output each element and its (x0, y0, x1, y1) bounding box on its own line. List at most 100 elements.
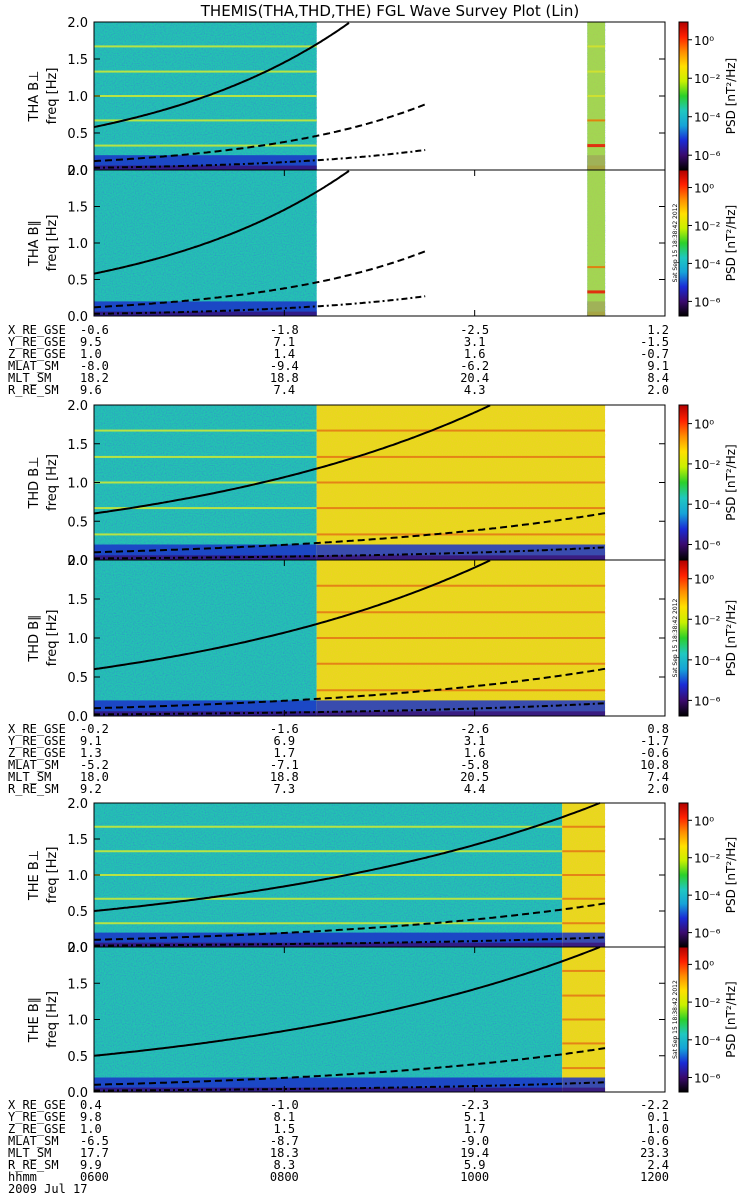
model-frequency-curve-dashdot (93, 546, 606, 560)
ephemeris-row-label: Y_RE_GSE (8, 1110, 66, 1124)
model-frequency-curve-dashdot (93, 936, 606, 947)
harmonic-line (94, 922, 563, 925)
harmonic-line (587, 266, 606, 269)
ephemeris-value: 9.9 (80, 1158, 102, 1172)
ephemeris-value: -1.0 (270, 1098, 299, 1112)
colorbar-label: PSD [nT²/Hz] (724, 981, 738, 1057)
lowfreq-band-dark (94, 555, 317, 560)
colorbar-tick-label: 10⁻² (694, 996, 721, 1010)
harmonic-line (587, 290, 606, 294)
ephemeris-value: 6.9 (273, 734, 295, 748)
ephemeris-row-label: R_RE_SM (8, 383, 59, 397)
harmonic-line (316, 507, 606, 510)
ephemeris-value: 1.2 (647, 323, 669, 337)
y-tick-label: 0.5 (67, 274, 88, 289)
ephemeris-value: -2.3 (460, 1098, 489, 1112)
model-frequency-curve-dashdot (94, 702, 606, 716)
lowfreq-band-dark (94, 1087, 563, 1092)
colorbar-tick-label: 10⁻⁶ (694, 539, 721, 553)
harmonic-line (94, 144, 317, 147)
y-tick-label: 1.0 (67, 477, 88, 492)
ephemeris-value: -5.2 (80, 758, 109, 772)
ephemeris-value: 9.2 (80, 782, 102, 796)
model-frequency-curve-dashdot (94, 295, 426, 315)
lowfreq-band-dark (316, 555, 606, 560)
ephemeris-value: -7.1 (270, 758, 299, 772)
ephemeris-value: 1.3 (80, 746, 102, 760)
colorbar-label: PSD [nT²/Hz] (724, 205, 738, 281)
harmonic-line (562, 1067, 606, 1070)
y-tick-label: 1.5 (67, 833, 88, 848)
ephemeris-value: -0.6 (640, 1134, 669, 1148)
ephemeris-value: -2.6 (460, 722, 489, 736)
ephemeris-value: 18.8 (270, 371, 299, 385)
ephemeris-value: 4.3 (464, 383, 486, 397)
ephemeris-value: 7.4 (647, 770, 669, 784)
model-frequency-curve-dashed (94, 250, 426, 309)
colorbar-tick-label: 10⁰ (694, 958, 714, 972)
ephemeris-value: -1.6 (270, 722, 299, 736)
model-frequency-curve-dashed (93, 1047, 606, 1086)
ephemeris-value: 18.2 (80, 371, 109, 385)
ephemeris-row-label: R_RE_SM (8, 782, 59, 796)
ephemeris-value: 7.1 (273, 335, 295, 349)
ephemeris-value: 9.8 (80, 1110, 102, 1124)
colorbar-tick-label: 10⁻⁶ (694, 927, 721, 941)
lowfreq-band-dark (562, 942, 606, 947)
ephemeris-value: 20.5 (460, 770, 489, 784)
colorbar-tick-label: 10⁰ (694, 814, 714, 828)
harmonic-line (587, 144, 606, 148)
ephemeris-value: 1.0 (80, 1122, 102, 1136)
colorbar-tick-label: 10⁻⁴ (694, 257, 721, 271)
colorbar (678, 404, 689, 561)
colorbar (678, 21, 689, 171)
colorbar-label: PSD [nT²/Hz] (724, 444, 738, 520)
harmonic-line (94, 429, 317, 432)
model-frequency-curve-solid (93, 404, 491, 515)
time-axis-date: 2009 Jul 17 (8, 1182, 87, 1196)
ephemeris-row-label: MLAT_SM (8, 758, 59, 772)
y-tick-label: 1.5 (67, 201, 88, 216)
colorbar-label: PSD [nT²/Hz] (724, 58, 738, 134)
lowfreq-band-dark (94, 942, 563, 947)
y-tick-label: 0.5 (67, 127, 88, 142)
ephemeris-value: 5.1 (464, 1110, 486, 1124)
harmonic-line (562, 1018, 606, 1021)
ephemeris-value: 10.8 (640, 758, 669, 772)
ephemeris-row-label: MLT_SM (8, 770, 51, 784)
harmonic-line (562, 994, 606, 997)
ephemeris-row-label: R_RE_SM (8, 1158, 59, 1172)
y-tick-label: 0.5 (67, 1050, 88, 1065)
harmonic-line (562, 1042, 606, 1045)
harmonic-line (94, 850, 563, 853)
colorbar-tick-label: 10⁻² (694, 72, 721, 86)
colorbar-tick-label: 10⁰ (694, 573, 714, 587)
spectrogram-stripe (587, 170, 606, 316)
y-tick-label: 1.5 (67, 53, 88, 68)
harmonic-line (94, 481, 317, 484)
panel-ylabel: THD B⊥ (27, 456, 42, 509)
ephemeris-value: 17.7 (80, 1146, 109, 1160)
colorbar-tick-label: 10⁻⁴ (694, 111, 721, 125)
harmonic-line (316, 637, 606, 639)
ephemeris-row-label: Y_RE_GSE (8, 335, 66, 349)
y-tick-label: 0.0 (67, 554, 88, 569)
colorbar-tick-label: 10⁻⁴ (694, 654, 721, 668)
model-frequency-curve-dashed (93, 103, 426, 163)
y-tick-label: 1.0 (67, 869, 88, 884)
ephemeris-value: 0.4 (80, 1098, 102, 1112)
ephemeris-value: 8.3 (273, 1158, 295, 1172)
timestamp-side-text: Sat Sep 15 18:38:42 2012 (672, 204, 679, 283)
y-tick-label: 1.0 (67, 632, 88, 647)
model-frequency-curve-dashdot (94, 1081, 606, 1092)
colorbar-tick-label: 10⁻⁴ (694, 889, 721, 903)
panel-THE_par (93, 946, 692, 1093)
harmonic-line (316, 584, 606, 587)
y-tick-label: 2.0 (67, 797, 88, 812)
time-tick-label: 1200 (640, 1170, 669, 1184)
harmonic-line (94, 874, 563, 876)
ephemeris-value: 0.8 (647, 722, 669, 736)
harmonic-line (94, 825, 563, 828)
panel-ylabel: THA B∥ (27, 220, 42, 267)
ephemeris-value: 1.0 (80, 347, 102, 361)
